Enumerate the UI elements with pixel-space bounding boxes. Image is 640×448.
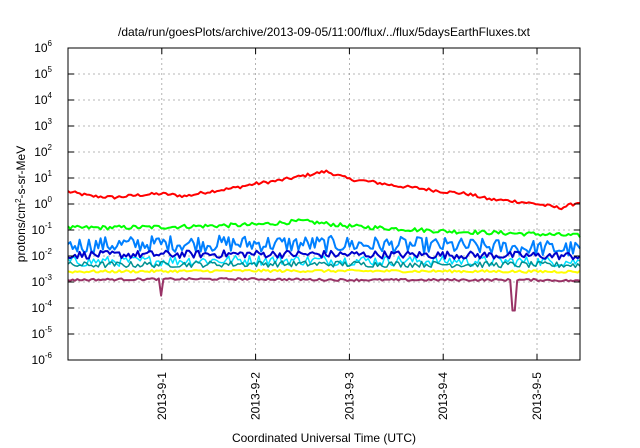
x-tick-label: 2013-9-2 — [249, 372, 263, 420]
x-tick-label: 2013-9-4 — [436, 372, 450, 420]
y-tick-label: 103 — [34, 117, 52, 133]
series-line-7 — [67, 268, 581, 274]
series-line-2 — [67, 218, 581, 238]
y-tick-label: 10-6 — [32, 351, 53, 367]
x-tick-label: 2013-9-5 — [530, 372, 544, 420]
series-layer — [67, 169, 581, 312]
y-tick-label: 10-1 — [32, 221, 53, 237]
chart-title: /data/run/goesPlots/archive/2013-09-05/1… — [118, 25, 531, 39]
series-line-1 — [67, 169, 580, 211]
x-tick-label: 2013-9-1 — [155, 372, 169, 420]
series-line-3 — [67, 234, 581, 257]
y-tick-label: 106 — [34, 39, 52, 55]
series-line-8 — [67, 277, 581, 312]
y-tick-label: 10-5 — [32, 325, 53, 341]
y-tick-label: 10-3 — [32, 273, 53, 289]
y-tick-label: 104 — [34, 91, 52, 107]
y-tick-label: 10-4 — [32, 299, 53, 315]
series-line-5 — [67, 249, 581, 261]
y-axis-label: protons/cm2-s-sr-MeV — [14, 146, 29, 262]
y-axis: 106 105 104 103 102 101 100 10-1 10-2 10-3 10-4 10-… — [32, 39, 580, 367]
x-axis-label: Coordinated Universal Time (UTC) — [232, 431, 416, 445]
x-axis: 2013-9-1 2013-9-2 2013-9-3 2013-9-4 2013-9-5 — [155, 48, 544, 420]
grid — [68, 48, 580, 360]
y-tick-label: 101 — [34, 169, 52, 185]
y-tick-label: 100 — [34, 195, 52, 211]
y-tick-label: 105 — [34, 65, 52, 81]
y-tick-label: 102 — [34, 143, 52, 159]
y-tick-label: 10-2 — [32, 247, 53, 263]
x-tick-label: 2013-9-3 — [342, 372, 356, 420]
series-line-6 — [67, 260, 581, 269]
